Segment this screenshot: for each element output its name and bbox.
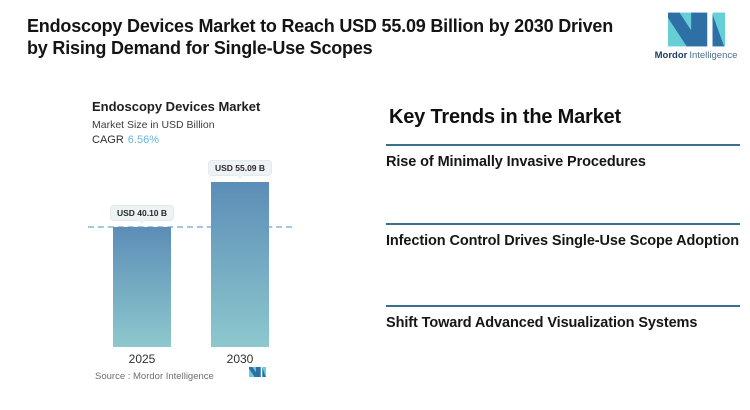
brand-name-bold: Mordor bbox=[654, 50, 688, 61]
trends-heading: Key Trends in the Market bbox=[389, 106, 621, 128]
chart-subtitle: Market Size in USD Billion bbox=[92, 119, 215, 131]
source-label: Source : Mordor Intelligence bbox=[95, 371, 214, 382]
cagr-value: 6.56% bbox=[127, 134, 159, 146]
trend-item: Rise of Minimally Invasive Procedures bbox=[386, 144, 740, 171]
bar-value-label: USD 40.10 B bbox=[109, 205, 175, 221]
x-axis-label: 2030 bbox=[226, 352, 254, 366]
bar-value-label: USD 55.09 B bbox=[207, 160, 273, 176]
x-axis-label: 2025 bbox=[128, 352, 156, 366]
bar-chart: USD 40.10 B 2025 USD 55.09 B 2030 bbox=[88, 160, 304, 366]
bar bbox=[211, 182, 269, 347]
bar-group: USD 40.10 B 2025 bbox=[109, 205, 175, 366]
brand-name: Mordor Intelligence bbox=[653, 50, 739, 61]
chart-title: Endoscopy Devices Market bbox=[92, 99, 261, 114]
brand-name-light: Intelligence bbox=[689, 50, 738, 61]
trend-item: Infection Control Drives Single-Use Scop… bbox=[386, 223, 740, 250]
reference-line bbox=[88, 226, 292, 228]
bar bbox=[113, 227, 171, 347]
chart-cagr: CAGR 6.56% bbox=[92, 134, 159, 146]
cagr-label: CAGR bbox=[92, 134, 124, 146]
bar-group: USD 55.09 B 2030 bbox=[207, 160, 273, 366]
page-title-line-2: by Rising Demand for Single-Use Scopes bbox=[27, 38, 373, 58]
trend-item: Shift Toward Advanced Visualization Syst… bbox=[386, 305, 740, 332]
page-title: Endoscopy Devices Market to Reach USD 55… bbox=[27, 15, 613, 59]
brand-logo: Mordor Intelligence bbox=[653, 11, 739, 61]
page-title-line-1: Endoscopy Devices Market to Reach USD 55… bbox=[27, 16, 614, 36]
mordor-logo-mini-icon bbox=[249, 366, 266, 378]
mordor-logo-icon bbox=[667, 12, 725, 47]
